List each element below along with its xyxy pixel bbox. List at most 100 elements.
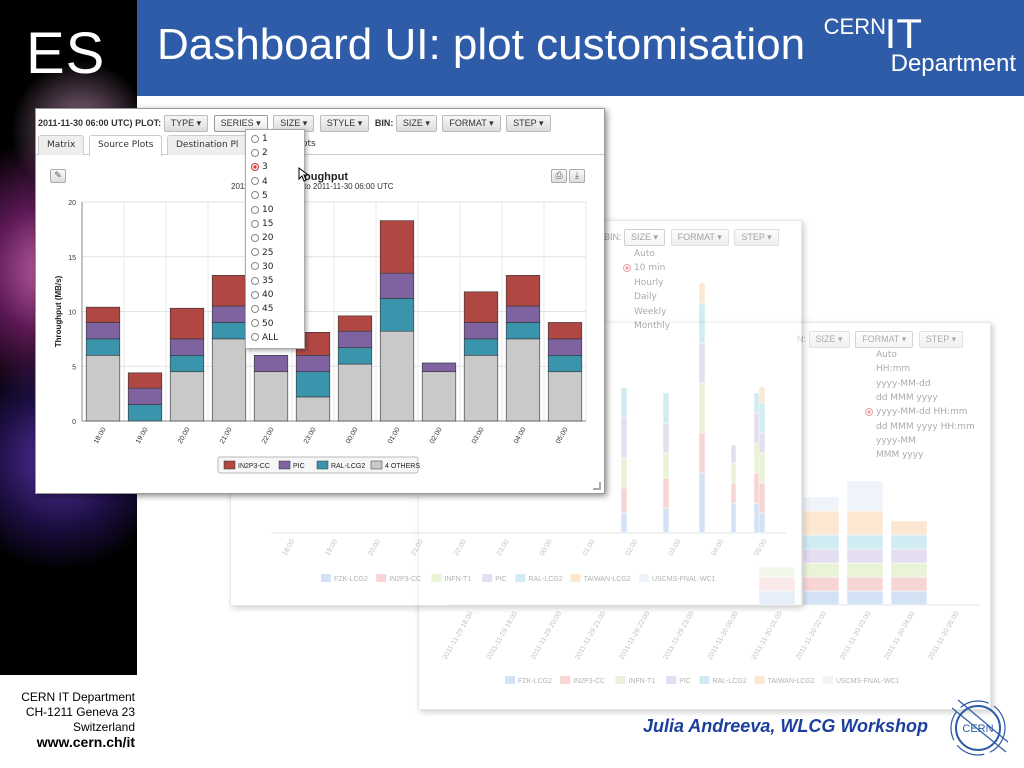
bar-segment (846, 480, 884, 512)
x-tick-label: 04:00 (513, 426, 528, 445)
radio-icon[interactable] (251, 333, 259, 342)
tab-source-plots[interactable]: Source Plots (89, 135, 163, 156)
radio-icon[interactable] (251, 205, 259, 214)
series-button[interactable]: SERIES ▾ (213, 115, 268, 132)
x-tick-label: 18:00 (281, 538, 296, 557)
mid-bar-chart: 18:00 19:00 20:00 21:00 22:00 23:00 00:00 01:00… (271, 282, 786, 583)
format-option[interactable]: HH:mm (876, 364, 910, 374)
bar-segment (890, 548, 928, 564)
series-option[interactable]: 2 (251, 148, 268, 158)
x-tick-label: 2011-11-29 23:00 (662, 610, 695, 661)
series-option[interactable]: 20 (251, 233, 273, 243)
resize-handle[interactable] (593, 482, 601, 490)
format-option[interactable]: yyyy-MM-dd HH:mm (865, 407, 968, 417)
step-button[interactable]: STEP ▾ (918, 331, 964, 348)
format-button[interactable]: FORMAT ▾ (670, 229, 729, 246)
x-tick-label: 23:00 (496, 538, 511, 557)
bar-segment (846, 576, 884, 592)
legend-swatch (376, 574, 387, 582)
radio-icon[interactable] (251, 233, 259, 242)
series-option-label: 30 (262, 261, 274, 272)
x-tick-label: 2011-11-30 03:00 (839, 610, 872, 661)
radio-icon[interactable] (623, 263, 631, 272)
series-option[interactable]: 3 (251, 162, 268, 172)
series-option[interactable]: 30 (251, 262, 273, 272)
series-option[interactable]: 40 (251, 290, 273, 300)
footer-url[interactable]: www.cern.ch/it (36, 734, 135, 750)
series-option[interactable]: 5 (251, 191, 268, 201)
slide-header: Dashboard UI: plot customisation CERN IT… (137, 0, 1024, 96)
y-axis-label: Throughput (MB/s) (54, 275, 63, 347)
bar-segment (505, 305, 541, 323)
format-button[interactable]: FORMAT ▾ (855, 331, 914, 348)
legend-label: TAIWAN-LCG2 (584, 576, 631, 583)
series-screenshot: 2011-11-30 06:00 UTC) PLOT: TYPE ▾ SERIE… (35, 108, 605, 494)
bar-segment (753, 472, 761, 504)
bin-size-button[interactable]: SIZE ▾ (624, 229, 666, 246)
radio-icon[interactable] (251, 276, 259, 285)
format-option[interactable]: yyyy-MM-dd (876, 379, 931, 389)
series-option[interactable]: 50 (251, 319, 273, 329)
radio-icon[interactable] (865, 407, 873, 416)
radio-icon[interactable] (251, 290, 259, 299)
legend-label: USCMS-FNAL-WC1 (652, 576, 715, 583)
bin-option[interactable]: Weekly (634, 307, 666, 317)
bar-segment (169, 371, 205, 422)
radio-icon[interactable] (251, 319, 259, 328)
series-option[interactable]: 10 (251, 205, 273, 215)
bar-segment (547, 355, 583, 373)
tab-matrix[interactable]: Matrix (38, 135, 85, 155)
bar-segment (169, 355, 205, 373)
bin-size-button[interactable]: SIZE ▾ (395, 115, 437, 132)
download-icon[interactable]: ⤓ (569, 169, 585, 183)
series-option[interactable]: 45 (251, 304, 273, 314)
series-option[interactable]: 1 (251, 134, 268, 144)
format-button[interactable]: FORMAT ▾ (442, 115, 501, 132)
series-option[interactable]: 15 (251, 219, 273, 229)
bar-segment (253, 371, 289, 422)
series-option[interactable]: 4 (251, 177, 268, 187)
step-button[interactable]: STEP ▾ (506, 115, 551, 132)
edit-icon[interactable]: ✎ (50, 169, 66, 183)
bar-segment (463, 322, 499, 340)
bar-segment (169, 338, 205, 356)
radio-icon[interactable] (251, 304, 259, 313)
type-button[interactable]: TYPE ▾ (163, 115, 209, 132)
format-option[interactable]: yyyy-MM (876, 436, 916, 446)
radio-icon[interactable] (251, 162, 259, 171)
radio-icon[interactable] (251, 262, 259, 271)
legend-swatch (754, 676, 765, 684)
legend-swatch (223, 460, 236, 470)
x-tick-label: 02:00 (429, 426, 444, 445)
style-button[interactable]: STYLE ▾ (319, 115, 370, 132)
radio-icon[interactable] (251, 248, 259, 257)
tab-plots-partial[interactable]: ots (302, 139, 316, 149)
series-option[interactable]: 35 (251, 276, 273, 286)
bar-segment (698, 302, 706, 344)
series-option[interactable]: ALL (251, 333, 278, 343)
bar-segment (337, 330, 373, 348)
bin-option[interactable]: Hourly (634, 278, 664, 288)
print-icon[interactable]: ⎙ (551, 169, 567, 183)
radio-icon[interactable] (251, 219, 259, 228)
bin-option[interactable]: Monthly (634, 321, 670, 331)
format-option[interactable]: dd MMM yyyy (876, 393, 938, 403)
radio-icon[interactable] (251, 134, 259, 143)
radio-icon[interactable] (251, 148, 259, 157)
format-option[interactable]: dd MMM yyyy HH:mm (876, 422, 975, 432)
bin-option[interactable]: Daily (634, 292, 657, 302)
bar-segment (169, 307, 205, 340)
radio-icon[interactable] (251, 191, 259, 200)
radio-icon[interactable] (251, 177, 259, 186)
format-option[interactable]: MMM yyyy (876, 450, 923, 460)
format-option[interactable]: Auto (876, 350, 897, 360)
bar-segment (127, 372, 163, 389)
series-option[interactable]: 25 (251, 248, 273, 258)
series-option-label: 1 (262, 134, 268, 144)
bin-label: BIN: (604, 232, 622, 242)
bin-option[interactable]: 10 min (623, 263, 665, 273)
step-button[interactable]: STEP ▾ (734, 229, 779, 246)
svg-text:CERN: CERN (962, 723, 993, 735)
bin-option[interactable]: Auto (634, 249, 655, 259)
size-button[interactable]: SIZE ▾ (808, 331, 850, 348)
